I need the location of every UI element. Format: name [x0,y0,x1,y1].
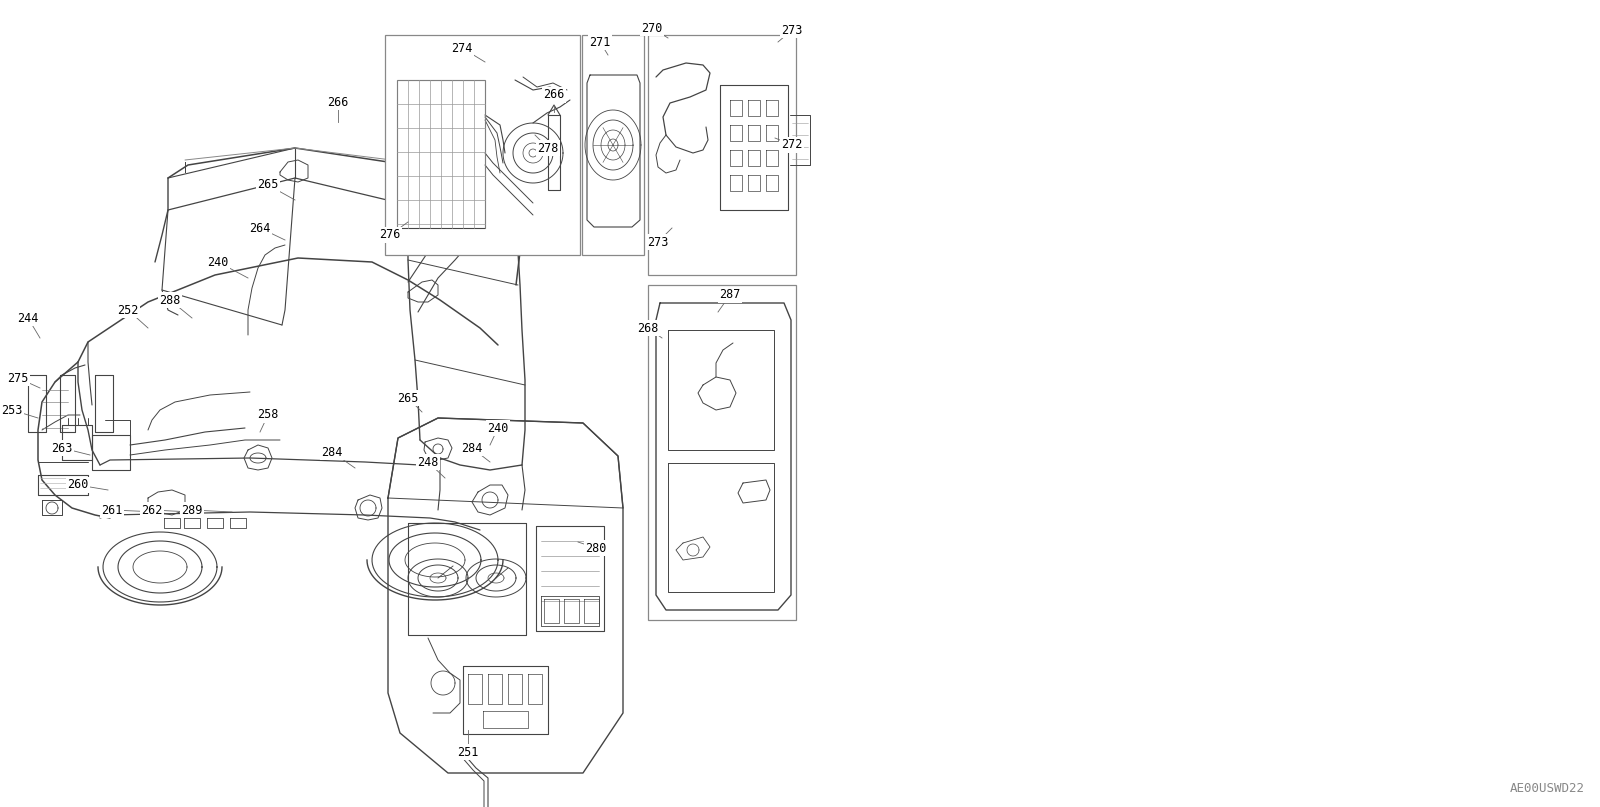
Text: 264: 264 [250,221,270,235]
Text: 284: 284 [322,445,342,458]
Text: 251: 251 [458,746,478,759]
Text: 265: 265 [258,178,278,191]
Text: 287: 287 [720,288,741,302]
Text: 253: 253 [2,404,22,416]
Bar [386,35,579,255]
Text: 273: 273 [648,236,669,249]
Text: 263: 263 [51,441,72,454]
Text: 288: 288 [160,294,181,307]
Text: 289: 289 [181,504,203,516]
Text: 275: 275 [8,371,29,384]
Bar [648,35,797,275]
Text: 280: 280 [586,541,606,554]
Text: 284: 284 [461,441,483,454]
Text: 261: 261 [101,504,123,516]
Text: 272: 272 [781,139,803,152]
Text: 262: 262 [141,504,163,516]
Text: 260: 260 [67,479,88,491]
Text: 240: 240 [208,256,229,269]
Text: AE00USWD22: AE00USWD22 [1510,782,1586,795]
Text: 248: 248 [418,455,438,469]
Bar [582,35,643,255]
Text: 273: 273 [781,23,803,36]
Text: 266: 266 [544,89,565,102]
Text: 274: 274 [451,41,472,55]
Text: 268: 268 [637,321,659,334]
Text: 244: 244 [18,312,38,324]
Bar [648,285,797,620]
Text: 270: 270 [642,22,662,35]
Text: 265: 265 [397,391,419,404]
Text: 240: 240 [488,421,509,434]
Text: 278: 278 [538,141,558,154]
Text: 258: 258 [258,408,278,421]
Text: 276: 276 [379,228,400,241]
Text: 252: 252 [117,303,139,316]
Text: 271: 271 [589,36,611,48]
Text: 266: 266 [328,95,349,108]
